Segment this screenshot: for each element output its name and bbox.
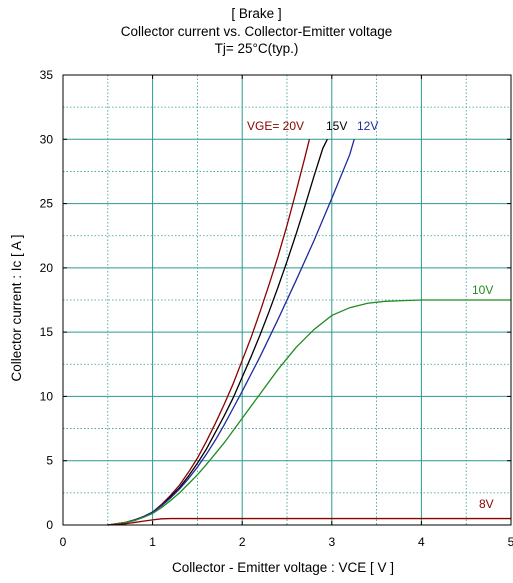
y-tick-label: 15	[40, 325, 54, 339]
series-labels: VGE= 20V 15V 12V 10V 8V	[247, 119, 494, 511]
y-tick-label: 20	[40, 261, 54, 275]
y-tick-label: 0	[46, 518, 53, 532]
series-lines	[107, 139, 511, 526]
series-line-10v	[107, 299, 511, 526]
series-label: VGE= 20V	[247, 119, 304, 133]
series-label: 10V	[472, 283, 493, 297]
x-tick-label: 3	[328, 535, 335, 549]
chart-title-line-3: Tj= 25°C(typ.)	[214, 41, 299, 56]
y-tick-label: 10	[40, 389, 54, 403]
y-tick-label: 30	[40, 132, 54, 146]
axis-ticks: 0 1 2 3 4 5 0 5 10 15 20 25 30 35	[40, 68, 513, 549]
chart-title-line-2: Collector current vs. Collector-Emitter …	[120, 24, 393, 39]
y-tick-label: 25	[40, 197, 54, 211]
y-axis-label: Collector current : Ic [ A ]	[9, 234, 24, 381]
series-line-8v	[107, 517, 511, 526]
chart-title-line-1: [ Brake ]	[231, 6, 282, 21]
series-label: 15V	[326, 119, 347, 133]
x-tick-label: 5	[508, 535, 513, 549]
x-tick-label: 0	[60, 535, 67, 549]
x-tick-label: 4	[418, 535, 425, 549]
plot-frame	[62, 74, 512, 526]
x-tick-label: 2	[239, 535, 246, 549]
x-tick-label: 1	[149, 535, 156, 549]
series-label: 12V	[357, 119, 378, 133]
x-axis-label: Collector - Emitter voltage : VCE [ V ]	[172, 560, 394, 575]
series-label: 8V	[479, 497, 494, 511]
y-tick-label: 35	[40, 68, 54, 82]
y-tick-label: 5	[46, 454, 53, 468]
